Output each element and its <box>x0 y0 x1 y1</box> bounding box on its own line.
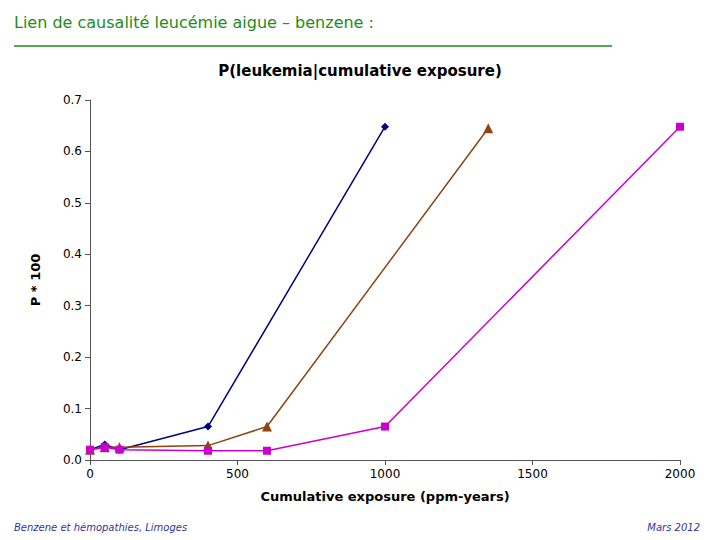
svg-text:P * 100: P * 100 <box>28 254 43 307</box>
svg-text:500: 500 <box>226 467 249 481</box>
svg-text:0.7: 0.7 <box>63 93 82 107</box>
svg-text:0.2: 0.2 <box>63 350 82 364</box>
svg-text:0.6: 0.6 <box>63 144 82 158</box>
svg-text:0.5: 0.5 <box>63 196 82 210</box>
svg-text:1000: 1000 <box>370 467 401 481</box>
svg-text:0.3: 0.3 <box>63 299 82 313</box>
svg-text:0.1: 0.1 <box>63 402 82 416</box>
svg-text:0: 0 <box>86 467 94 481</box>
svg-text:Mars 2012: Mars 2012 <box>647 522 700 533</box>
svg-text:Benzene et hémopathies, Limoge: Benzene et hémopathies, Limoges <box>14 522 187 533</box>
svg-text:2000: 2000 <box>665 467 696 481</box>
svg-text:Lien de causalité leucémie aig: Lien de causalité leucémie aigue – benze… <box>14 13 374 32</box>
svg-text:0.0: 0.0 <box>63 453 82 467</box>
svg-text:0.4: 0.4 <box>63 247 82 261</box>
svg-text:1500: 1500 <box>517 467 548 481</box>
svg-text:P(leukemia|cumulative exposure: P(leukemia|cumulative exposure) <box>218 62 502 81</box>
svg-text:Cumulative exposure (ppm-years: Cumulative exposure (ppm-years) <box>260 489 509 504</box>
